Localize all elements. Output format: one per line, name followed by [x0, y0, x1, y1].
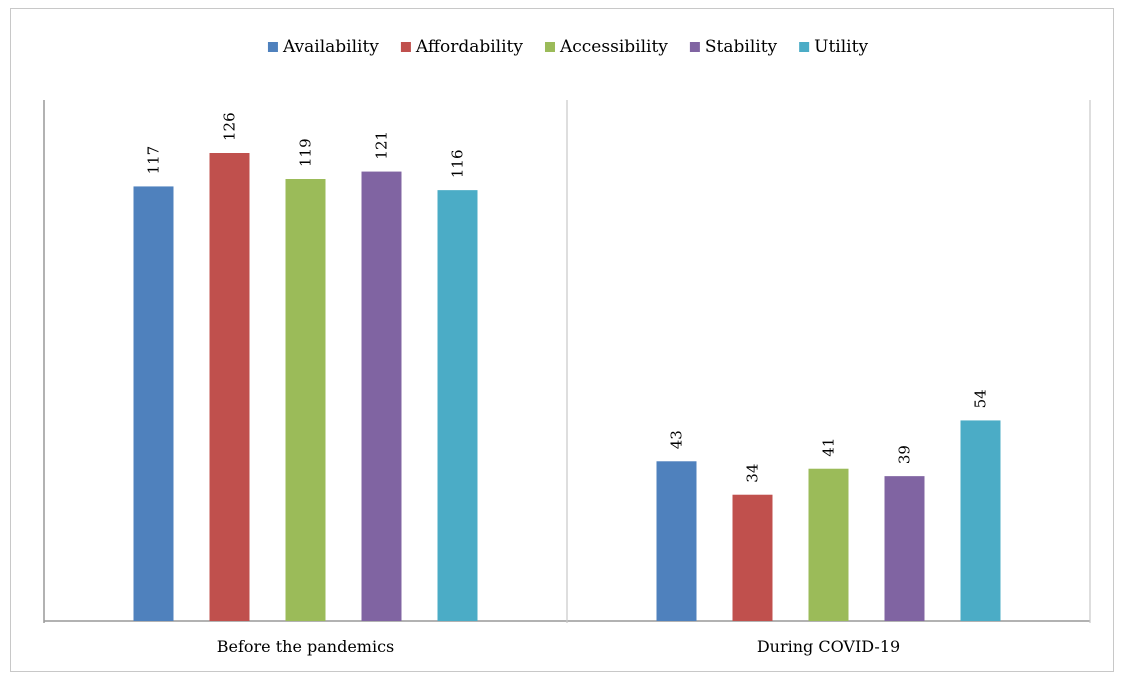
x-tick-labels: Before the pandemics During COVID-19	[217, 637, 900, 656]
legend-swatch-stability	[689, 42, 700, 52]
legend-swatch-affordability	[400, 42, 411, 52]
bar-affordability-0	[209, 153, 250, 621]
data-label-utility-1: 54	[972, 389, 990, 408]
chart-frame	[10, 8, 1114, 672]
legend-swatch-availability	[267, 42, 278, 52]
data-label-stability-0: 121	[373, 131, 391, 160]
bar-affordability-1	[732, 494, 773, 621]
bars	[133, 153, 1001, 622]
data-label-utility-0: 116	[449, 150, 467, 179]
bar-utility-0	[437, 190, 478, 621]
legend: Availability Affordability Accessibility St…	[267, 37, 868, 57]
x-tick-label-1: During COVID-19	[757, 637, 900, 656]
legend-item-utility: Utility	[799, 37, 868, 57]
bar-accessibility-0	[285, 179, 326, 621]
data-label-accessibility-0: 119	[297, 138, 315, 167]
legend-label-utility: Utility	[814, 37, 868, 57]
bar-availability-1	[656, 461, 697, 621]
bar-stability-1	[884, 476, 925, 621]
data-labels: 117 126 119 121 116 43 34 41 39 54	[145, 112, 990, 482]
legend-swatch-accessibility	[544, 42, 555, 52]
x-tick-label-0: Before the pandemics	[217, 637, 395, 656]
data-label-availability-1: 43	[668, 430, 686, 449]
bar-accessibility-1	[808, 468, 849, 621]
legend-item-stability: Stability	[689, 37, 778, 57]
axes	[43, 100, 1091, 623]
data-label-affordability-0: 126	[221, 112, 239, 141]
bar-availability-0	[133, 186, 174, 621]
legend-label-stability: Stability	[705, 37, 778, 57]
data-label-stability-1: 39	[896, 445, 914, 464]
legend-item-affordability: Affordability	[400, 37, 523, 57]
legend-label-accessibility: Accessibility	[559, 37, 668, 57]
data-label-accessibility-1: 41	[820, 438, 838, 457]
legend-item-availability: Availability	[267, 37, 379, 57]
data-label-availability-0: 117	[145, 146, 163, 175]
legend-swatch-utility	[799, 42, 810, 52]
data-label-affordability-1: 34	[744, 464, 762, 483]
bar-utility-1	[960, 420, 1001, 621]
legend-label-affordability: Affordability	[415, 37, 523, 57]
bar-stability-0	[361, 171, 402, 622]
legend-label-availability: Availability	[282, 37, 379, 57]
legend-item-accessibility: Accessibility	[544, 37, 668, 57]
